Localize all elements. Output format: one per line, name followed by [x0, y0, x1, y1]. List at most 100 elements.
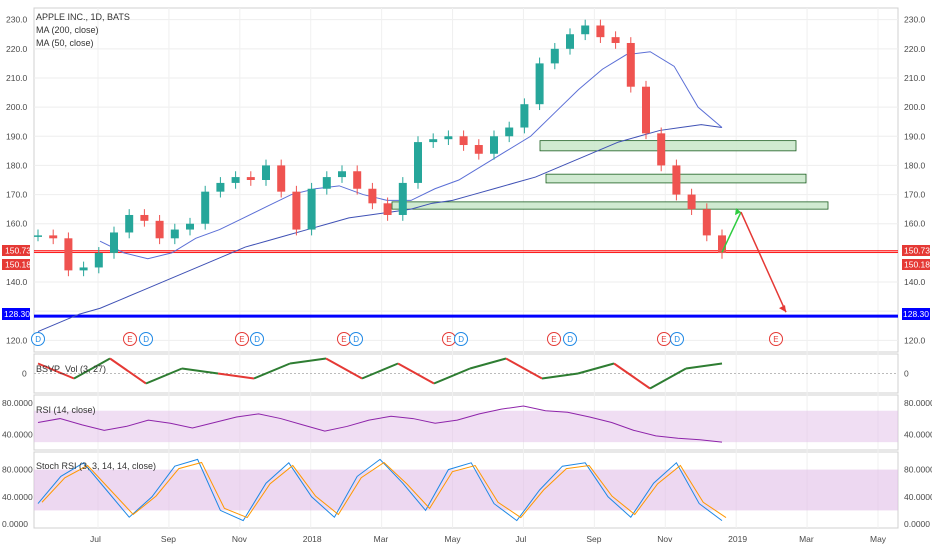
price-series	[34, 19, 726, 277]
earnings-marker-label-11: E	[661, 335, 666, 344]
horizontal-levels	[34, 250, 898, 318]
ma50-line	[99, 51, 723, 260]
dividend-marker-icon-8[interactable]	[454, 332, 468, 346]
y-tick-left-8: 200.0	[6, 102, 28, 112]
badge-lower-right-text: 150.18	[904, 260, 930, 270]
earnings-marker-icon-9[interactable]	[547, 332, 561, 346]
candle-body-11	[201, 191, 210, 224]
x-tick-0: Jul	[90, 534, 101, 544]
dividend-marker-label-12: D	[674, 335, 680, 344]
y-tick-left-2: 140.0	[6, 277, 28, 287]
candle-body-8	[155, 220, 164, 239]
vol-seg-3	[109, 357, 147, 385]
y-tick-right-5: 170.0	[904, 190, 926, 200]
vol-tick-left: 0	[22, 369, 27, 379]
y-tick-right-0: 120.0	[904, 335, 926, 345]
y-tick-left-7: 190.0	[6, 131, 28, 141]
stoch-tick-left-2: 0.0000	[2, 519, 28, 529]
earnings-marker-icon-1[interactable]	[123, 332, 137, 346]
dividend-marker-icon-6[interactable]	[349, 332, 363, 346]
badge-support-left	[2, 308, 30, 320]
earnings-marker-icon-3[interactable]	[235, 332, 249, 346]
x-tick-10: Mar	[799, 534, 814, 544]
vol-seg-15	[541, 372, 579, 380]
candle-body-20	[338, 171, 346, 178]
candle-body-39	[626, 42, 635, 87]
y-tick-left-4: 160.0	[6, 219, 28, 229]
candle-body-30	[490, 136, 498, 154]
candle-body-23	[383, 203, 392, 215]
badge-support-left-text: 128.30	[4, 309, 30, 319]
vol-seg-5	[181, 367, 219, 375]
dividend-marker-icon-4[interactable]	[250, 332, 264, 346]
x-tick-7: Sep	[586, 534, 601, 544]
y-tick-left-6: 180.0	[6, 160, 28, 170]
vol-seg-4	[145, 367, 183, 385]
projection-up-arrow	[721, 211, 742, 253]
rsi-tick-right-0: 80.0000	[904, 398, 932, 408]
y-tick-right-7: 190.0	[904, 131, 926, 141]
badge-upper-right-text: 150.73	[904, 246, 930, 256]
indicator-vol-label: BSVP_Vol (3, 27)	[36, 364, 106, 374]
badge-support-right-text: 128.30	[903, 309, 929, 319]
rsi-tick-left-0: 80.0000	[2, 398, 33, 408]
vol-seg-16	[577, 362, 615, 375]
x-tick-3: 2018	[303, 534, 322, 544]
candle-body-0	[34, 235, 42, 237]
y-tick-right-9: 210.0	[904, 73, 926, 83]
candle-body-18	[307, 188, 316, 230]
vol-tick-right: 0	[904, 369, 909, 379]
stoch-tick-right-2: 0.0000	[904, 519, 930, 529]
y-tick-left-5: 170.0	[6, 190, 28, 200]
candle-body-14	[246, 177, 255, 180]
candle-body-9	[170, 229, 179, 239]
candle-body-25	[414, 142, 422, 183]
y-tick-left-0: 120.0	[6, 335, 28, 345]
dividend-marker-label-8: D	[458, 335, 464, 344]
legend-ma200: MA (200, close)	[36, 25, 99, 35]
projection-down-head	[779, 305, 786, 313]
x-tick-4: Mar	[374, 534, 389, 544]
candle-body-21	[353, 171, 362, 189]
candle-body-34	[550, 48, 559, 64]
stoch-tick-right-1: 40.0000	[904, 492, 932, 502]
dividend-marker-icon-12[interactable]	[670, 332, 684, 346]
candle-body-33	[535, 63, 544, 105]
badge-lower-left	[2, 259, 30, 270]
rsi-tick-right-1: 40.0000	[904, 429, 932, 439]
rsi-tick-left-1: 40.0000	[2, 429, 33, 439]
y-tick-left-10: 220.0	[6, 44, 28, 54]
candle-body-42	[672, 165, 681, 195]
candle-body-10	[186, 223, 194, 230]
candle-body-31	[505, 127, 514, 137]
rsi-line	[37, 405, 723, 443]
candle-body-37	[596, 25, 605, 38]
candle-body-40	[642, 86, 650, 134]
vol-seg-7	[253, 362, 291, 380]
legend-symbol: APPLE INC., 1D, BATS	[36, 12, 130, 22]
vol-seg-19	[685, 362, 723, 370]
dividend-marker-icon-10[interactable]	[563, 332, 577, 346]
candle-body-22	[368, 188, 377, 204]
badge-upper-left-text: 150.73	[5, 246, 31, 256]
badge-upper-right	[902, 245, 930, 256]
earnings-marker-icon-13[interactable]	[769, 332, 783, 346]
vol-seg-13	[469, 357, 507, 370]
vol-seg-6	[217, 372, 255, 380]
x-tick-11: May	[870, 534, 887, 544]
candle-body-5	[110, 232, 118, 253]
vol-seg-1	[37, 362, 75, 380]
vol-seg-14	[505, 357, 543, 380]
y-tick-right-8: 200.0	[904, 102, 926, 112]
badge-upper-left	[2, 245, 30, 256]
candle-body-19	[322, 177, 331, 189]
y-tick-right-4: 160.0	[904, 219, 926, 229]
earnings-marker-label-3: E	[239, 335, 244, 344]
dividend-marker-icon-0[interactable]	[31, 332, 45, 346]
candle-body-44	[702, 209, 711, 236]
candle-body-43	[687, 194, 696, 210]
dividend-marker-icon-2[interactable]	[139, 332, 153, 346]
candle-body-1	[49, 235, 58, 239]
